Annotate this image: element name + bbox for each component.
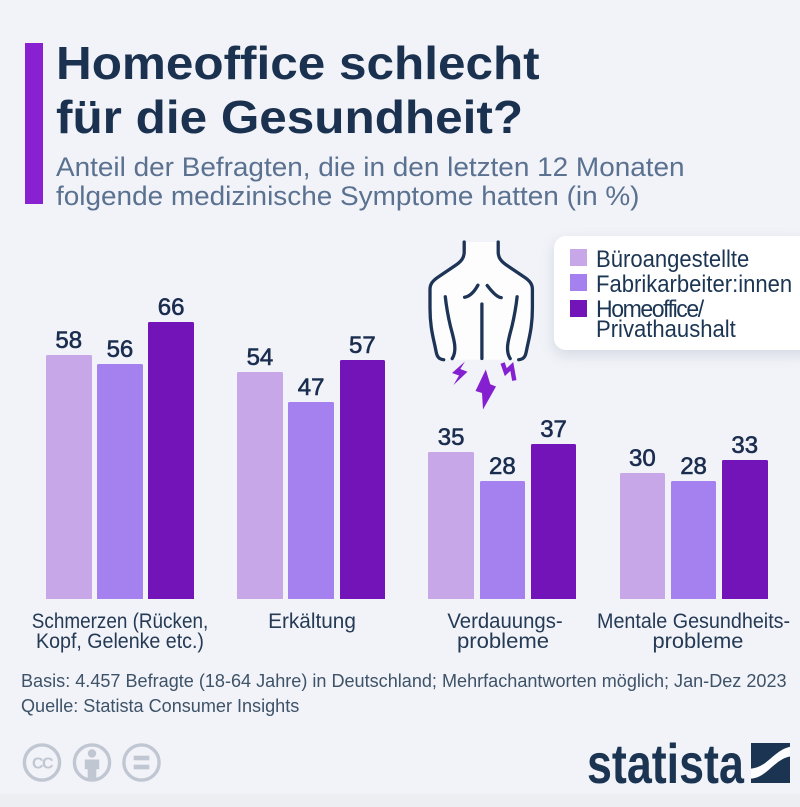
svg-text:CC: CC (32, 756, 54, 773)
